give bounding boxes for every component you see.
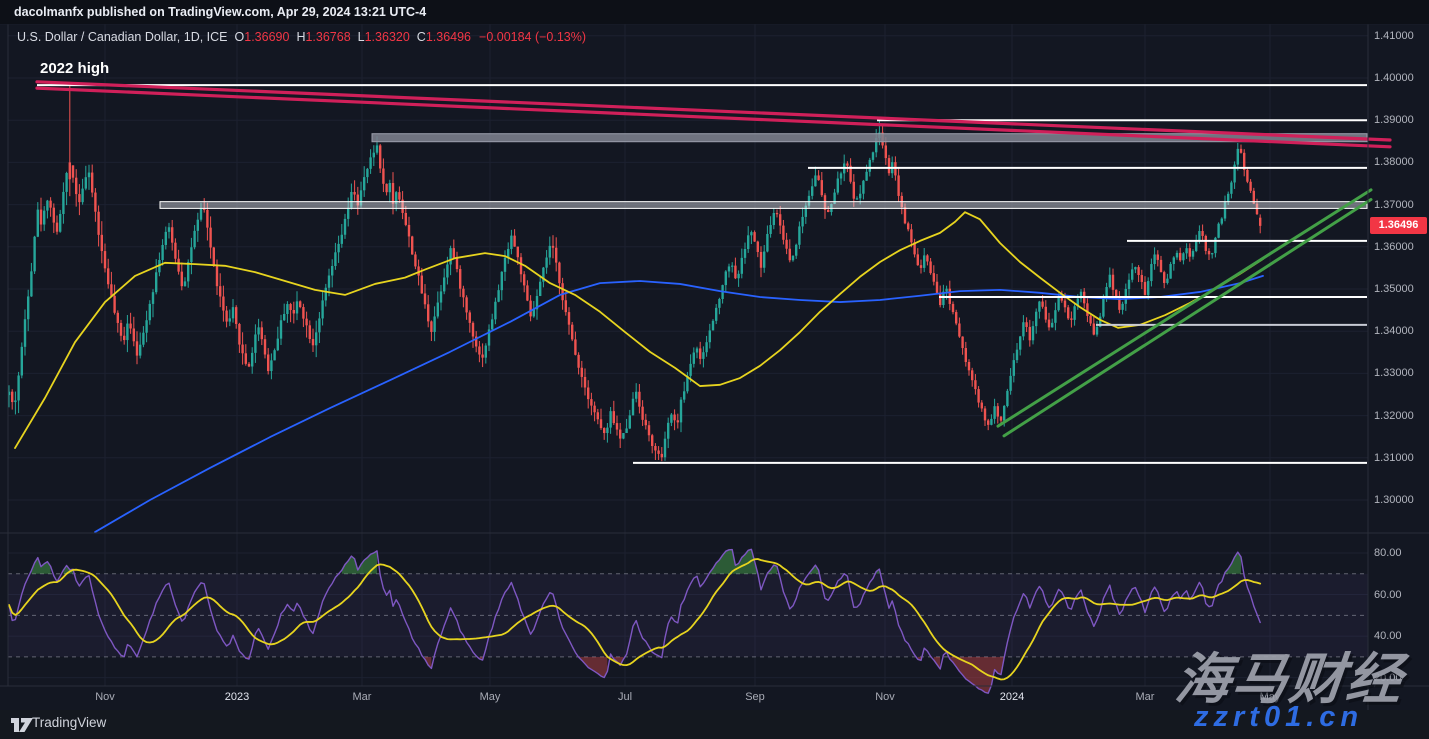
ohlc-label: C	[416, 30, 426, 44]
tradingview-logo-icon[interactable]	[10, 717, 34, 734]
symbol-legend[interactable]: U.S. Dollar / Canadian Dollar, 1D, ICE O1…	[17, 30, 586, 44]
rsi-tick-label: 40.00	[1374, 630, 1402, 643]
watermark-url: zzrt01.cn	[1194, 701, 1364, 733]
rsi-tick-label: 80.00	[1374, 547, 1402, 559]
price-tick-label: 1.34000	[1374, 325, 1414, 338]
ohlc-label: H	[296, 30, 306, 44]
time-tick-label: 2024	[999, 691, 1025, 703]
symbol-title[interactable]: U.S. Dollar / Canadian Dollar, 1D, ICE	[17, 30, 228, 44]
footer-bar	[0, 710, 1429, 739]
rsi-tick-label: 60.00	[1374, 588, 1402, 601]
time-tick-label: May	[479, 691, 501, 703]
rsi-tick-label: 20.00	[1374, 671, 1402, 684]
time-tick-label: Jul	[617, 691, 633, 703]
price-tick-label: 1.30000	[1374, 494, 1414, 506]
last-price-badge: 1.36496	[1370, 217, 1427, 235]
ohlc-value: 1.36690	[244, 30, 290, 44]
annotation-2022-high[interactable]: 2022 high	[40, 60, 110, 77]
publish-line: dacolmanfx published on TradingView.com,…	[14, 5, 427, 19]
ohlc-label: O	[234, 30, 245, 44]
tradingview-brand[interactable]: TradingView	[32, 715, 107, 730]
price-tick-label: 1.36000	[1374, 240, 1414, 253]
time-tick-label: 2023	[224, 691, 250, 703]
price-tick-label: 1.40000	[1374, 72, 1414, 84]
ohlc-value: 1.36496	[425, 30, 472, 44]
price-tick-label: 1.31000	[1374, 451, 1414, 464]
price-tick-label: 1.37000	[1374, 198, 1414, 211]
ohlc-values: O1.36690 H1.36768 L1.36320 C1.36496	[228, 30, 472, 44]
price-tick-label: 1.33000	[1374, 367, 1414, 380]
publish-header: dacolmanfx published on TradingView.com,…	[0, 0, 1429, 24]
change-value: −0.00184 (−0.13%)	[479, 30, 587, 44]
time-tick-label: Nov	[875, 691, 895, 703]
price-tick-label: 1.41000	[1374, 29, 1414, 42]
time-tick-label: May	[1259, 691, 1281, 703]
price-tick-label: 1.32000	[1374, 409, 1414, 422]
ohlc-label: L	[357, 30, 365, 44]
time-tick-label: Mar	[1135, 691, 1155, 703]
price-tick-label: 1.38000	[1374, 156, 1414, 169]
price-tick-label: 1.35000	[1374, 283, 1414, 295]
time-tick-label: Nov	[95, 691, 115, 703]
ohlc-value: 1.36768	[305, 30, 351, 44]
time-tick-label: Mar	[352, 691, 372, 703]
ohlc-value: 1.36320	[364, 30, 410, 44]
time-tick-label: Sep	[745, 691, 765, 703]
price-tick-label: 1.39000	[1374, 114, 1414, 127]
